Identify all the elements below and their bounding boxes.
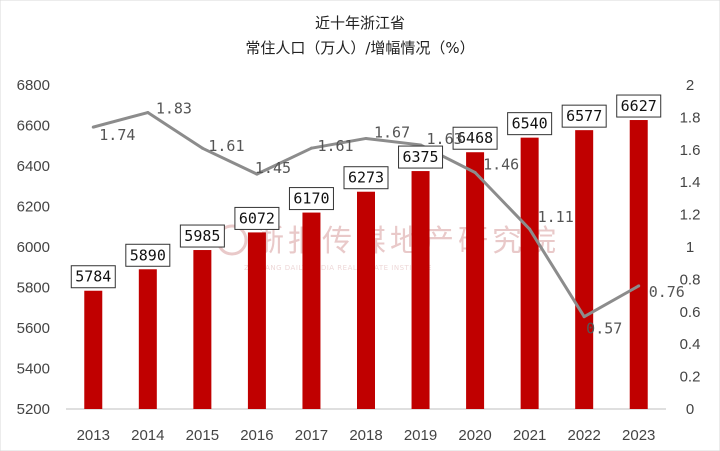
chart-title: 近十年浙江省 [315, 14, 405, 32]
line-value-label: 1.11 [538, 208, 574, 226]
y-right-tick-label: 1.8 [680, 109, 701, 126]
bar [466, 152, 485, 410]
y-right-tick-label: 1.4 [680, 174, 701, 191]
bar-value-label: 6375 [402, 148, 438, 166]
bar-value-label: 6627 [621, 97, 657, 115]
bar [575, 130, 594, 409]
line-value-label: 0.57 [586, 320, 622, 338]
line-point [309, 146, 313, 150]
y-right-tick-label: 0.6 [680, 304, 701, 321]
line-value-label: 1.67 [374, 123, 410, 141]
bar-value-label-box [343, 166, 389, 190]
line-point [200, 146, 204, 150]
bar-value-label: 5784 [75, 268, 111, 286]
line-value-label: 1.46 [483, 155, 519, 173]
x-tick-label: 2018 [349, 427, 382, 444]
line-point [582, 315, 586, 319]
x-tick-label: 2021 [513, 427, 546, 444]
bar-value-label: 5890 [130, 246, 166, 264]
x-tick-label: 2016 [240, 427, 273, 444]
line-value-label: 1.61 [208, 137, 244, 155]
line-value-label: 1.74 [99, 126, 135, 144]
bar-value-label-box [452, 126, 498, 150]
y-left-tick-label: 5200 [17, 401, 50, 418]
y-right-tick-label: 2 [686, 77, 694, 94]
x-tick-label: 2014 [131, 427, 164, 444]
line-point [637, 284, 641, 288]
axes: 5200 5400 5600 5800 6000 6200 6400 6600 6800 0 0.2… [17, 77, 701, 444]
line-value-label: 1.45 [255, 159, 291, 177]
bar-value-label: 6540 [512, 115, 548, 133]
bars [84, 120, 648, 410]
bar [520, 137, 539, 409]
bar-value-label-box [616, 94, 662, 118]
bar [411, 171, 430, 409]
bar-value-label: 5985 [184, 227, 220, 245]
data-labels: 5784 5890 5985 6072 6170 6273 6375 6468 6540 6577… [70, 94, 685, 338]
y-left-tick-label: 6800 [17, 77, 50, 94]
watermark-text: 浙报传媒地产研究院 [254, 224, 560, 259]
bar-value-label: 6072 [239, 209, 275, 227]
bar-value-label-box [561, 104, 607, 128]
y-right-tick-label: 1.2 [680, 207, 701, 224]
y-left-tick-label: 6000 [17, 239, 50, 256]
line-value-label: 0.76 [649, 283, 685, 301]
y-right-tick-label: 0 [686, 401, 694, 418]
bar-value-label-box [125, 243, 171, 267]
bar-value-label-box [507, 112, 553, 136]
line-series [91, 111, 641, 319]
watermark-subtext: ZHEJIANG DAILY MEDIA REAL ESTATE INSTITU… [244, 264, 432, 272]
bar [357, 191, 375, 409]
chart-subtitle: 常住人口（万人）/增幅情况（%） [245, 39, 474, 57]
bar [629, 120, 648, 409]
bar-value-label: 6170 [293, 190, 329, 208]
x-tick-label: 2013 [77, 427, 110, 444]
bar-value-label-box [179, 224, 225, 248]
y-left-tick-label: 6400 [17, 158, 50, 175]
y-left-tick-label: 6200 [17, 199, 50, 216]
bar-value-label: 6468 [457, 129, 493, 147]
x-tick-label: 2020 [458, 427, 491, 444]
bar-value-label-box [234, 206, 280, 230]
bar [302, 212, 321, 409]
y-left-tick-label: 5800 [17, 280, 50, 297]
y-left-tick-label: 6600 [17, 118, 50, 135]
line-point [364, 136, 368, 140]
bar-value-label-box [398, 145, 444, 169]
y-left-tick-label: 5400 [17, 361, 50, 378]
line-point [528, 227, 532, 231]
line-point [255, 172, 259, 176]
bar [247, 232, 266, 409]
y-right-tick-label: 0.8 [680, 271, 701, 288]
y-left-tick-label: 5600 [17, 320, 50, 337]
bar-value-label-box [70, 265, 116, 289]
bar-value-label: 6273 [348, 169, 384, 187]
bar-value-label: 6577 [566, 107, 602, 125]
bar [138, 269, 157, 409]
line-value-label: 1.63 [427, 130, 463, 148]
y-right-tick-label: 0.2 [680, 369, 701, 386]
bar-value-label-box [288, 187, 334, 211]
y-right-tick-label: 0.4 [680, 336, 701, 353]
x-tick-label: 2019 [404, 427, 437, 444]
line-value-label: 1.61 [317, 137, 353, 155]
bar [193, 250, 212, 409]
x-tick-label: 2022 [567, 427, 600, 444]
y-right-tick-label: 1.6 [680, 142, 701, 159]
line-point [473, 170, 477, 174]
x-tick-label: 2015 [186, 427, 219, 444]
x-tick-label: 2017 [295, 427, 328, 444]
line-point [146, 111, 150, 115]
line-value-label: 1.83 [156, 100, 192, 118]
y-right-tick-label: 1 [686, 239, 694, 256]
line-point [91, 125, 95, 129]
bar [84, 290, 103, 409]
x-tick-label: 2023 [622, 427, 655, 444]
